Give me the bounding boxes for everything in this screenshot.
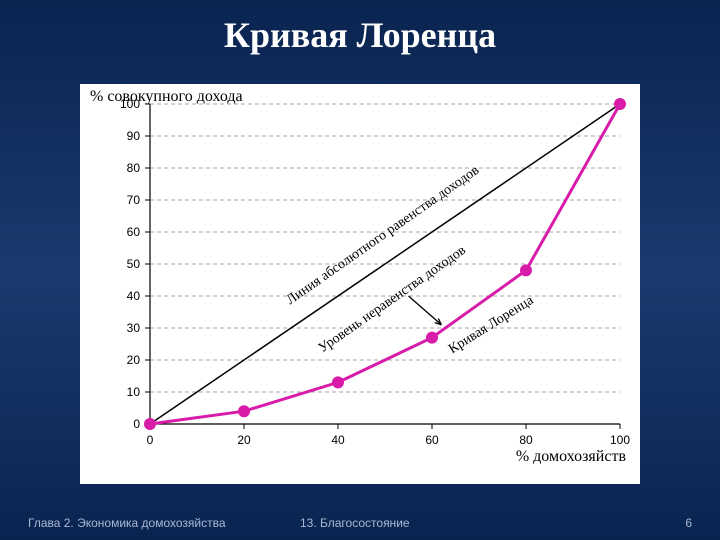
svg-text:0: 0 bbox=[147, 433, 154, 447]
svg-text:20: 20 bbox=[237, 433, 251, 447]
svg-text:100: 100 bbox=[120, 97, 140, 111]
marker-lorenz_curve bbox=[614, 98, 626, 110]
marker-lorenz_curve bbox=[332, 376, 344, 388]
annotation-label: Линия абсолютного равенства доходов bbox=[284, 163, 483, 308]
footer-chapter: Глава 2. Экономика домохозяйства bbox=[28, 516, 226, 530]
marker-lorenz_curve bbox=[426, 332, 438, 344]
chart-svg: 0 20 40 60 80 100 0 10 20 30 40 50 60 70 80 90 100 Линия … bbox=[80, 84, 640, 484]
footer-pagenum: 6 bbox=[685, 516, 692, 530]
svg-text:80: 80 bbox=[127, 161, 141, 175]
svg-text:80: 80 bbox=[519, 433, 533, 447]
slide-title: Кривая Лоренца bbox=[0, 0, 720, 56]
svg-text:60: 60 bbox=[425, 433, 439, 447]
lorenz-chart: % совокупного дохода 0204060801000102030… bbox=[80, 84, 640, 484]
svg-text:40: 40 bbox=[331, 433, 345, 447]
annotation-arrow bbox=[409, 296, 442, 325]
svg-text:30: 30 bbox=[127, 321, 141, 335]
svg-text:60: 60 bbox=[127, 225, 141, 239]
svg-text:100: 100 bbox=[610, 433, 630, 447]
svg-text:10: 10 bbox=[127, 385, 141, 399]
svg-text:70: 70 bbox=[127, 193, 141, 207]
footer-section: 13. Благосостояние bbox=[300, 516, 410, 530]
marker-lorenz_curve bbox=[520, 264, 532, 276]
marker-lorenz_curve bbox=[238, 405, 250, 417]
x-axis-label: % домохозяйств bbox=[510, 446, 632, 468]
svg-text:40: 40 bbox=[127, 289, 141, 303]
svg-text:0: 0 bbox=[133, 417, 140, 431]
marker-lorenz_curve bbox=[144, 418, 156, 430]
svg-text:50: 50 bbox=[127, 257, 141, 271]
svg-text:20: 20 bbox=[127, 353, 141, 367]
annotation-label: Кривая Лоренца bbox=[446, 293, 537, 358]
svg-text:90: 90 bbox=[127, 129, 141, 143]
